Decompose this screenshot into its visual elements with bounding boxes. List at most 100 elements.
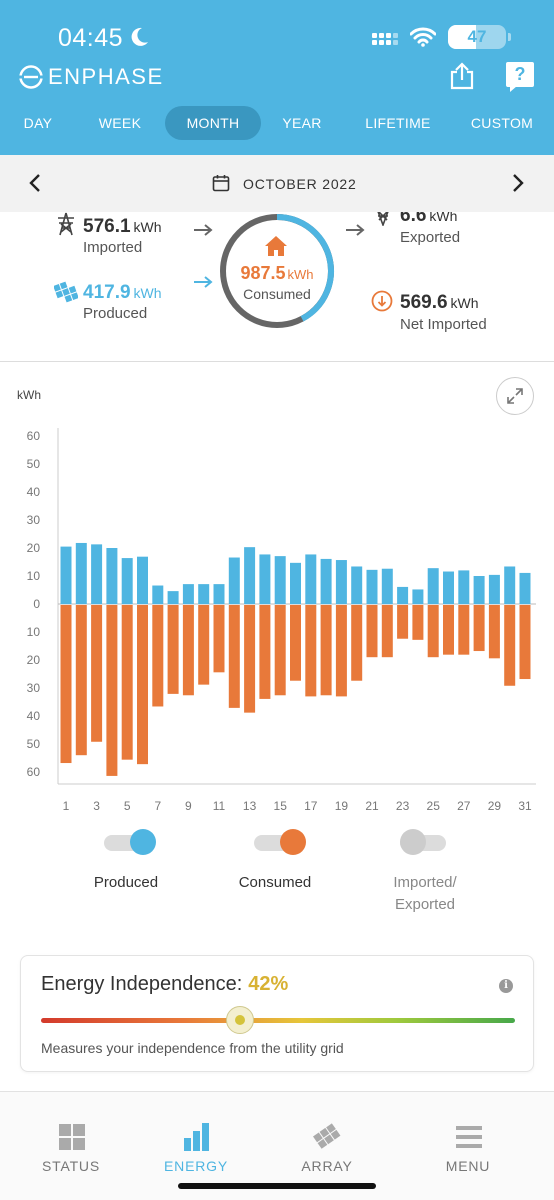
produced-bar (167, 591, 179, 604)
consumed-bar (366, 605, 378, 658)
imported-exported-toggle[interactable] (400, 829, 446, 855)
produced-bar (259, 554, 271, 604)
y-tick-label: 20 (27, 653, 41, 667)
exported-label: Exported (400, 229, 461, 246)
consumed-bar (137, 605, 148, 765)
menu-icon (456, 1126, 482, 1148)
chevron-right-icon[interactable] (511, 173, 525, 193)
exported-value: 6.6 kWh (400, 212, 458, 226)
produced-bar (458, 570, 470, 604)
y-tick-label: 30 (27, 681, 41, 695)
x-tick-label: 23 (396, 799, 410, 813)
y-tick-label: 60 (27, 429, 41, 443)
produced-bar (198, 584, 210, 604)
produced-bar (519, 572, 531, 604)
produced-bar (351, 566, 363, 604)
x-tick-label: 9 (185, 799, 192, 813)
tab-lifetime[interactable]: LIFETIME (365, 115, 431, 131)
signal-icon (372, 32, 398, 45)
produced-value: 417.9 kWh (83, 282, 162, 303)
enphase-logo-icon (18, 65, 44, 89)
produced-bar (290, 562, 301, 604)
produced-bar (228, 557, 240, 604)
consumed-bar (75, 605, 87, 756)
produced-bar (213, 584, 225, 604)
tab-week[interactable]: WEEK (98, 115, 142, 131)
independence-indicator (226, 1006, 255, 1034)
wifi-icon (410, 27, 436, 47)
produced-bar (504, 566, 516, 604)
range-tabs: DAY WEEK MONTH YEAR LIFETIME CUSTOM (0, 106, 554, 140)
x-tick-label: 27 (457, 799, 471, 813)
produced-bar (60, 546, 72, 604)
produced-toggle[interactable] (104, 829, 156, 855)
house-icon (265, 236, 287, 256)
produced-bar (91, 544, 103, 604)
expand-chart-button[interactable] (496, 377, 534, 415)
consumed-bar (244, 605, 256, 713)
y-tick-label: 50 (27, 457, 41, 471)
date-navigation (0, 155, 554, 212)
consumed-bar (320, 605, 332, 696)
x-tick-label: 21 (365, 799, 379, 813)
x-tick-label: 11 (213, 799, 226, 813)
nav-energy[interactable]: ENERGY (127, 1092, 265, 1200)
solar-panel-icon (54, 281, 78, 303)
nav-menu-label: MENU (445, 1158, 491, 1174)
tab-year[interactable]: YEAR (282, 115, 322, 131)
expand-icon (507, 388, 523, 404)
array-panels-icon (313, 1123, 341, 1149)
produced-bar (320, 558, 332, 604)
nav-array[interactable]: ARRAY (258, 1092, 396, 1200)
share-icon[interactable] (449, 62, 475, 90)
imported-label: Imported (83, 239, 143, 256)
tab-month[interactable]: MONTH (165, 106, 261, 140)
produced-bar (244, 547, 256, 604)
consumed-bar (427, 605, 439, 658)
consumed-bar (91, 605, 103, 742)
nav-energy-label: ENERGY (164, 1158, 228, 1174)
enphase-logo: ENPHASE (18, 64, 164, 90)
chevron-left-icon[interactable] (28, 173, 42, 193)
arrow-right-icon (194, 276, 213, 288)
energy-chart-section: kWh 60 50 40 30 20 10 0 10 20 30 40 50 60 1 3 5 7 9 11 13 15 1… (0, 362, 554, 942)
consumed-toggle[interactable] (254, 829, 306, 855)
produced-bar (152, 585, 164, 604)
net-import-icon (371, 290, 393, 312)
energy-independence-card: Energy Independence: 42% i Measures your … (20, 955, 534, 1072)
info-icon[interactable]: i (499, 979, 513, 993)
x-tick-label: 29 (488, 799, 502, 813)
calendar-icon[interactable] (212, 174, 230, 192)
produced-bar (366, 569, 378, 604)
logo-text: ENPHASE (48, 64, 164, 89)
independence-percent: 42% (248, 973, 289, 995)
consumed-bar (213, 605, 225, 673)
consumed-bar (305, 605, 317, 697)
nav-status[interactable]: STATUS (2, 1092, 140, 1200)
bottom-navigation: STATUS ENERGY ARRAY MENU (0, 1091, 554, 1200)
nav-status-label: STATUS (42, 1158, 100, 1174)
consumed-bar (458, 605, 470, 655)
tab-custom[interactable]: CUSTOM (470, 115, 534, 131)
produced-bar (397, 586, 409, 604)
consumed-bar (274, 605, 286, 696)
consumed-bar (473, 605, 485, 652)
x-tick-label: 31 (518, 799, 532, 813)
consumed-bar (504, 605, 516, 686)
produced-bar (412, 589, 424, 604)
imported-value: 576.1 kWh (83, 216, 162, 237)
y-tick-label: 20 (27, 541, 41, 555)
nav-menu[interactable]: MENU (399, 1092, 537, 1200)
y-tick-label: 30 (27, 513, 41, 527)
help-icon[interactable]: ? (506, 62, 534, 92)
date-label[interactable]: OCTOBER 2022 (243, 176, 357, 192)
tab-day[interactable]: DAY (23, 115, 53, 131)
x-tick-label: 1 (63, 799, 70, 813)
x-tick-label: 19 (335, 799, 349, 813)
y-tick-label: 0 (33, 597, 40, 611)
x-tick-label: 13 (243, 799, 257, 813)
x-tick-label: 7 (154, 799, 161, 813)
produced-bar (473, 576, 485, 604)
consumed-bar (397, 605, 409, 639)
